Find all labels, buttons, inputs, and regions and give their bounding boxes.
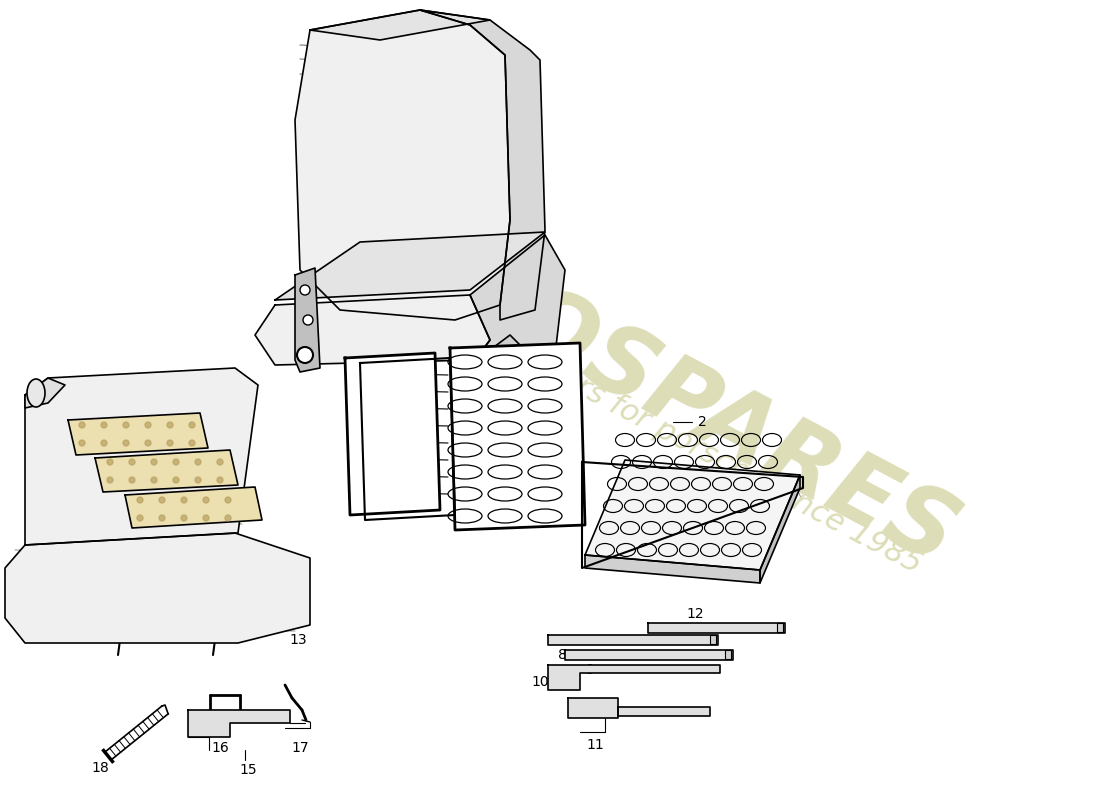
Circle shape	[302, 315, 313, 325]
Text: 7: 7	[536, 418, 544, 432]
Text: 3: 3	[377, 327, 386, 341]
Polygon shape	[548, 665, 720, 690]
Polygon shape	[125, 487, 262, 528]
Circle shape	[145, 422, 151, 428]
Polygon shape	[25, 378, 65, 408]
Circle shape	[189, 440, 195, 446]
Circle shape	[107, 477, 113, 483]
Polygon shape	[275, 232, 544, 300]
Polygon shape	[255, 295, 490, 365]
Circle shape	[173, 477, 179, 483]
Circle shape	[173, 459, 179, 465]
Circle shape	[79, 440, 85, 446]
Text: EUROSPARES: EUROSPARES	[309, 174, 971, 586]
Polygon shape	[6, 533, 310, 643]
Polygon shape	[450, 343, 585, 530]
Text: 9: 9	[585, 663, 594, 677]
Text: 11: 11	[586, 738, 604, 752]
Circle shape	[101, 440, 107, 446]
Polygon shape	[760, 475, 800, 583]
Polygon shape	[585, 460, 800, 570]
Text: 1: 1	[396, 411, 405, 425]
Polygon shape	[310, 10, 490, 40]
Circle shape	[204, 515, 209, 521]
Polygon shape	[68, 413, 208, 455]
Polygon shape	[565, 650, 733, 660]
Text: 13: 13	[289, 633, 307, 647]
Polygon shape	[188, 710, 290, 737]
Polygon shape	[95, 450, 238, 492]
Circle shape	[189, 422, 195, 428]
Polygon shape	[548, 635, 718, 645]
Polygon shape	[470, 235, 565, 375]
Polygon shape	[568, 698, 618, 718]
Text: 6: 6	[714, 555, 723, 569]
Circle shape	[195, 459, 201, 465]
Circle shape	[160, 515, 165, 521]
Circle shape	[167, 440, 173, 446]
Text: 4: 4	[426, 323, 434, 337]
Polygon shape	[618, 707, 710, 716]
Polygon shape	[25, 368, 258, 545]
Bar	[777, 623, 783, 632]
Circle shape	[145, 440, 151, 446]
Circle shape	[123, 440, 129, 446]
Circle shape	[167, 422, 173, 428]
Circle shape	[101, 422, 107, 428]
Circle shape	[138, 515, 143, 521]
Circle shape	[297, 347, 313, 363]
Text: 16: 16	[211, 741, 229, 755]
Text: 5: 5	[404, 332, 412, 346]
Polygon shape	[585, 555, 760, 583]
Text: 18: 18	[91, 761, 109, 775]
Circle shape	[107, 459, 113, 465]
Circle shape	[129, 477, 135, 483]
Circle shape	[182, 497, 187, 503]
Polygon shape	[648, 623, 785, 633]
Circle shape	[151, 459, 157, 465]
Polygon shape	[420, 10, 544, 320]
Polygon shape	[490, 335, 530, 378]
Circle shape	[195, 477, 201, 483]
Text: 17: 17	[292, 741, 309, 755]
Ellipse shape	[28, 379, 45, 407]
Bar	[725, 650, 732, 659]
Bar	[710, 635, 716, 644]
Circle shape	[182, 515, 187, 521]
Circle shape	[129, 459, 135, 465]
Circle shape	[300, 285, 310, 295]
Circle shape	[123, 422, 129, 428]
Text: 14: 14	[74, 391, 91, 405]
Text: 15: 15	[239, 763, 256, 777]
Polygon shape	[345, 353, 440, 515]
Text: 12: 12	[686, 607, 704, 621]
Circle shape	[151, 477, 157, 483]
Polygon shape	[295, 268, 320, 372]
Circle shape	[138, 497, 143, 503]
Circle shape	[160, 497, 165, 503]
Text: 10: 10	[531, 675, 549, 689]
Circle shape	[204, 497, 209, 503]
Text: 2: 2	[697, 415, 706, 429]
Polygon shape	[295, 10, 510, 320]
Circle shape	[226, 497, 231, 503]
Circle shape	[226, 515, 231, 521]
Text: suppliers for porsche since 1985: suppliers for porsche since 1985	[474, 321, 926, 579]
Circle shape	[217, 459, 223, 465]
Circle shape	[217, 477, 223, 483]
Text: 8: 8	[558, 648, 566, 662]
Circle shape	[79, 422, 85, 428]
